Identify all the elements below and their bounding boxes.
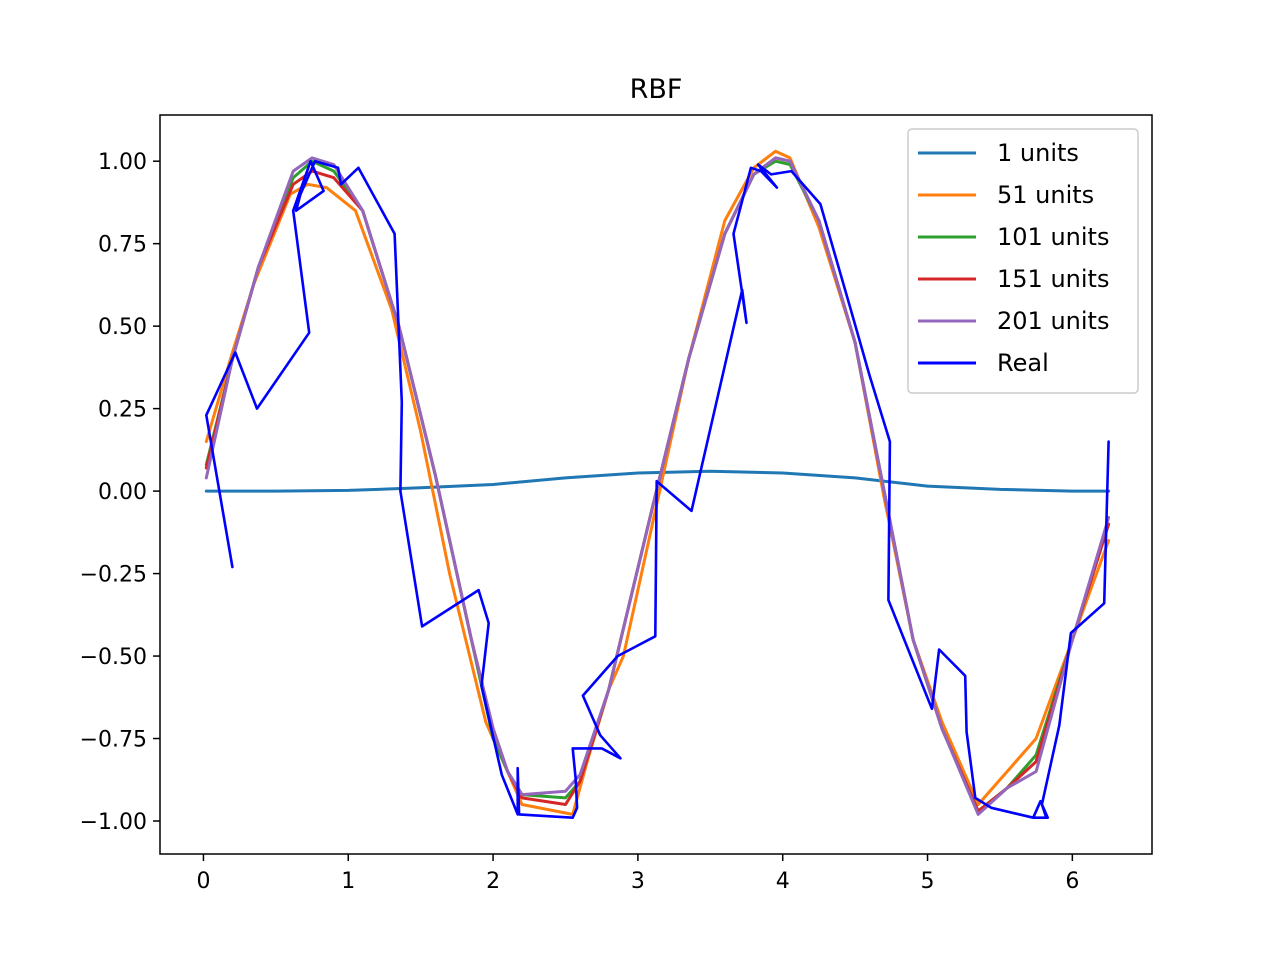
y-tick-label: 0.00 bbox=[98, 480, 147, 505]
x-tick-label: 5 bbox=[921, 869, 935, 894]
x-axis: 0 1 2 3 4 5 6 bbox=[196, 854, 1079, 894]
legend-label-3: 101 units bbox=[997, 223, 1109, 251]
series-line-1 bbox=[204, 469, 1111, 493]
x-tick-label: 2 bbox=[486, 869, 500, 894]
legend-label-2: 51 units bbox=[997, 181, 1094, 209]
y-tick-label: 1.00 bbox=[98, 150, 147, 175]
legend-label-1: 1 units bbox=[997, 139, 1079, 167]
plot-frame bbox=[159, 114, 1153, 855]
x-tick-label: 4 bbox=[776, 869, 790, 894]
chart-title: RBF bbox=[630, 74, 683, 105]
series-line-6 bbox=[205, 159, 1110, 820]
y-tick-label: −0.50 bbox=[80, 645, 147, 670]
y-axis: −1.00 −0.75 −0.50 −0.25 0.00 0.25 0.50 0.75 1.00 bbox=[80, 150, 160, 835]
legend-label-6: Real bbox=[997, 349, 1049, 377]
y-tick-label: −0.75 bbox=[80, 728, 147, 753]
y-tick-label: −0.25 bbox=[80, 563, 147, 588]
x-tick-label: 3 bbox=[631, 869, 645, 894]
legend-label-5: 201 units bbox=[997, 307, 1109, 335]
series-layer bbox=[204, 149, 1111, 820]
y-tick-label: 0.50 bbox=[98, 315, 147, 340]
x-tick-label: 6 bbox=[1065, 869, 1079, 894]
legend-label-4: 151 units bbox=[997, 265, 1109, 293]
y-tick-label: 0.75 bbox=[98, 233, 147, 258]
y-tick-label: 0.25 bbox=[98, 398, 147, 423]
y-tick-label: −1.00 bbox=[80, 810, 147, 835]
x-tick-label: 1 bbox=[341, 869, 355, 894]
legend: 1 units 51 units 101 units 151 units 201 uni… bbox=[907, 128, 1139, 394]
x-tick-label: 0 bbox=[196, 869, 210, 894]
